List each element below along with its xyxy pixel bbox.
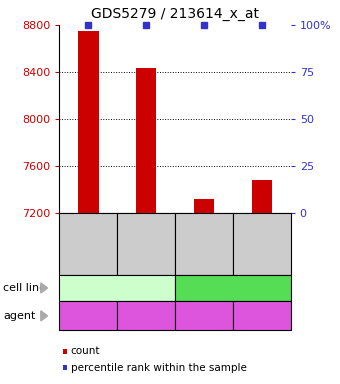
- Text: agent: agent: [3, 311, 36, 321]
- Text: GSM351746: GSM351746: [84, 217, 93, 271]
- Text: DMSO: DMSO: [71, 311, 105, 321]
- Bar: [136, 68, 156, 213]
- Text: percentile rank within the sample: percentile rank within the sample: [71, 363, 246, 373]
- Text: GSM351747: GSM351747: [142, 217, 151, 271]
- Bar: [194, 199, 214, 213]
- Text: H929: H929: [102, 281, 133, 295]
- Text: cell line: cell line: [3, 283, 46, 293]
- Text: pristimerin: pristimerin: [239, 311, 285, 320]
- Title: GDS5279 / 213614_x_at: GDS5279 / 213614_x_at: [91, 7, 259, 21]
- Bar: [252, 180, 272, 213]
- Text: DMSO: DMSO: [187, 311, 221, 321]
- Text: pristimerin: pristimerin: [123, 311, 169, 320]
- Text: GSM351749: GSM351749: [257, 217, 266, 271]
- Text: U266: U266: [217, 281, 249, 295]
- Text: GSM351748: GSM351748: [200, 217, 208, 271]
- Text: count: count: [71, 346, 100, 356]
- Bar: [78, 31, 99, 213]
